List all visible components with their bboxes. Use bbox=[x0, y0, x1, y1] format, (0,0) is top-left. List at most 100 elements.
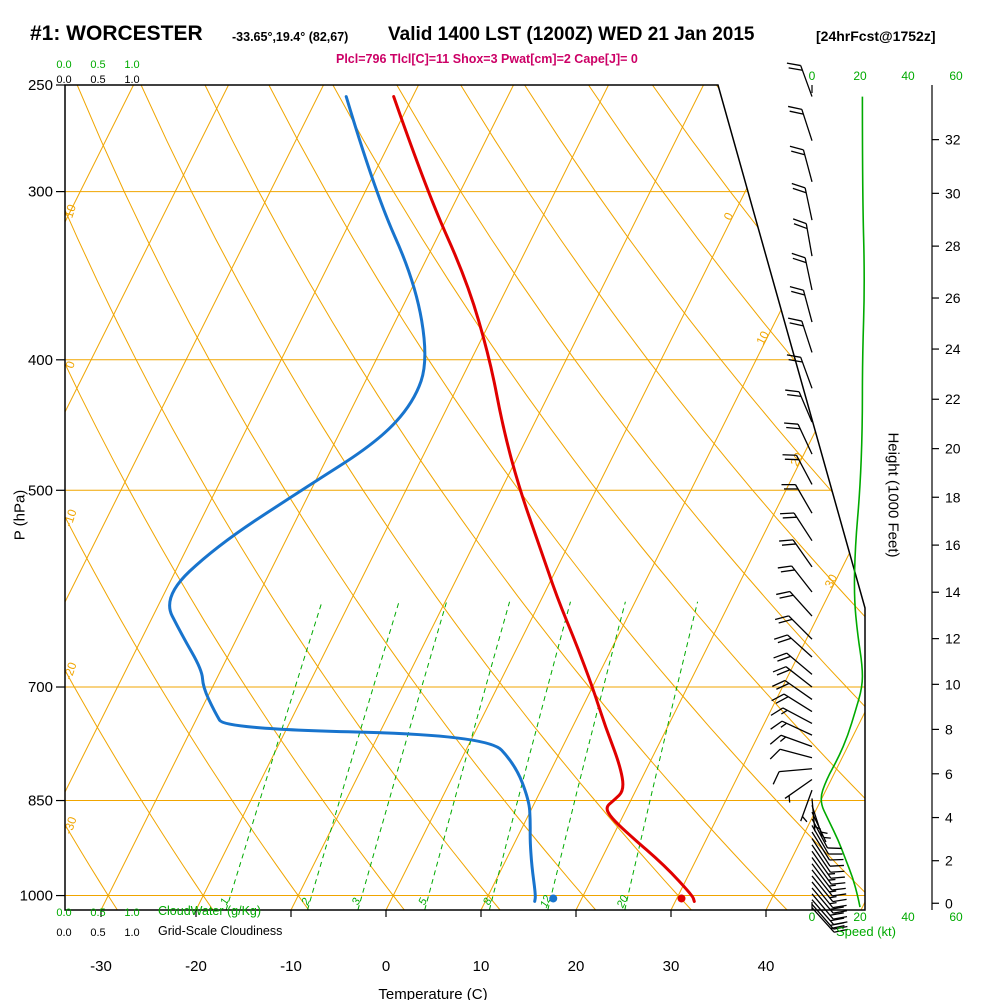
dry-adiabat-line bbox=[65, 85, 405, 910]
adiabat-labels: 10 0 -10 -20 -30 bbox=[61, 202, 80, 836]
mixing-ratio-line bbox=[307, 601, 400, 910]
svg-text:10: 10 bbox=[61, 202, 79, 219]
svg-text:500: 500 bbox=[28, 482, 53, 499]
svg-text:-30: -30 bbox=[90, 958, 112, 975]
speed-axis-title: Speed (kt) bbox=[836, 924, 896, 939]
dry-adiabat-line bbox=[396, 85, 865, 910]
svg-text:40: 40 bbox=[758, 958, 775, 975]
surface-temp-dot bbox=[677, 894, 686, 903]
isotherm-line bbox=[65, 85, 419, 910]
dry-adiabat-line bbox=[65, 85, 214, 910]
svg-text:1000: 1000 bbox=[20, 888, 53, 905]
mixing-ratio-lines bbox=[225, 601, 699, 910]
dry-adiabat-line bbox=[65, 85, 310, 910]
svg-text:2: 2 bbox=[299, 896, 313, 908]
mixing-ratio-line bbox=[424, 601, 511, 910]
svg-text:20: 20 bbox=[614, 893, 631, 911]
svg-text:10: 10 bbox=[473, 958, 490, 975]
dry-adiabat-line bbox=[65, 85, 118, 910]
temperature-tick-labels: -30 -20 -10 0 10 20 30 40 bbox=[90, 910, 774, 975]
svg-text:40: 40 bbox=[901, 910, 915, 924]
isotherm-line bbox=[670, 85, 865, 910]
svg-text:0.5: 0.5 bbox=[90, 59, 105, 71]
svg-text:60: 60 bbox=[949, 910, 963, 924]
cloudiness-axis-title: Grid-Scale Cloudiness bbox=[158, 924, 283, 938]
svg-text:24: 24 bbox=[945, 341, 961, 357]
svg-text:700: 700 bbox=[28, 679, 53, 696]
svg-text:1.0: 1.0 bbox=[124, 74, 139, 86]
station-title: #1: WORCESTER bbox=[30, 22, 203, 45]
svg-text:0.0: 0.0 bbox=[56, 74, 71, 86]
dry-adiabat-line bbox=[65, 85, 501, 910]
temperature-axis-title: Temperature (C) bbox=[378, 986, 488, 1000]
mixing-ratio-line bbox=[488, 601, 571, 910]
svg-text:40: 40 bbox=[901, 69, 915, 83]
svg-text:250: 250 bbox=[28, 77, 53, 94]
svg-text:0: 0 bbox=[382, 958, 390, 975]
isotherm-line bbox=[65, 85, 324, 910]
dewpoint-curve bbox=[168, 95, 537, 903]
isotherm-line bbox=[385, 85, 799, 910]
wind-barbs bbox=[769, 62, 848, 933]
valid-time-label: Valid 1400 LST (1200Z) WED 21 Jan 2015 bbox=[388, 24, 755, 45]
svg-text:0.5: 0.5 bbox=[90, 927, 105, 939]
svg-text:12: 12 bbox=[945, 631, 961, 647]
dry-adiabat-line bbox=[140, 85, 692, 910]
svg-text:-30: -30 bbox=[61, 815, 80, 836]
svg-text:8: 8 bbox=[481, 896, 495, 907]
svg-text:0.5: 0.5 bbox=[90, 907, 105, 919]
svg-text:28: 28 bbox=[945, 238, 961, 254]
isotherm-line bbox=[195, 85, 609, 910]
svg-text:8: 8 bbox=[945, 721, 953, 737]
dry-adiabat-line bbox=[588, 85, 865, 910]
svg-text:32: 32 bbox=[945, 132, 961, 148]
svg-text:0.0: 0.0 bbox=[56, 927, 71, 939]
skewt-background bbox=[65, 85, 865, 910]
dry-adiabat-line bbox=[204, 85, 788, 910]
isotherm-line bbox=[575, 85, 865, 910]
svg-text:20: 20 bbox=[945, 441, 961, 457]
svg-text:-10: -10 bbox=[280, 958, 302, 975]
mixing-ratio-line bbox=[225, 601, 323, 910]
isotherm-line bbox=[290, 85, 704, 910]
dry-adiabat-line bbox=[268, 85, 865, 910]
svg-text:-20: -20 bbox=[61, 660, 80, 681]
svg-text:1.0: 1.0 bbox=[124, 907, 139, 919]
mixing-ratio-line bbox=[547, 601, 626, 910]
cloudwater-axis-title: CloudWater (g/Kg) bbox=[158, 904, 262, 918]
svg-text:0: 0 bbox=[809, 910, 816, 924]
svg-text:850: 850 bbox=[28, 793, 53, 810]
wind-speed-line bbox=[820, 96, 865, 908]
dry-adiabat-line bbox=[332, 85, 865, 910]
svg-text:30: 30 bbox=[663, 958, 680, 975]
svg-text:0.5: 0.5 bbox=[90, 74, 105, 86]
isotherm-line bbox=[100, 85, 514, 910]
svg-text:20: 20 bbox=[853, 69, 867, 83]
station-coordinates: -33.65°,19.4° (82,67) bbox=[232, 30, 349, 44]
svg-text:20: 20 bbox=[568, 958, 585, 975]
svg-text:16: 16 bbox=[945, 537, 961, 553]
svg-text:6: 6 bbox=[945, 766, 953, 782]
svg-text:5: 5 bbox=[416, 896, 430, 907]
cloudwater-tick-labels: 0.0 0.0 0.0 0.0 0.5 0.5 0.5 0.5 1.0 1.0 1.0 1.0 bbox=[56, 59, 139, 939]
svg-text:0: 0 bbox=[809, 69, 816, 83]
forecast-label: [24hrFcst@1752z] bbox=[816, 28, 936, 44]
pressure-axis-title: P (hPa) bbox=[11, 489, 29, 541]
svg-text:0.0: 0.0 bbox=[56, 907, 71, 919]
svg-text:18: 18 bbox=[945, 489, 961, 505]
svg-text:1: 1 bbox=[218, 896, 231, 907]
mixing-ratio-line bbox=[624, 601, 699, 910]
svg-text:3: 3 bbox=[350, 896, 364, 907]
svg-text:0.0: 0.0 bbox=[56, 59, 71, 71]
svg-text:30: 30 bbox=[822, 572, 841, 591]
svg-text:0: 0 bbox=[721, 210, 737, 223]
dry-adiabat-line bbox=[460, 85, 865, 910]
height-axis-title: Height (1000 Feet) bbox=[884, 432, 902, 558]
dry-adiabat-line bbox=[524, 85, 865, 910]
isotherm-line bbox=[65, 85, 229, 910]
svg-text:-20: -20 bbox=[185, 958, 207, 975]
isotherm-line bbox=[480, 85, 865, 910]
isotherm-line bbox=[765, 85, 865, 910]
